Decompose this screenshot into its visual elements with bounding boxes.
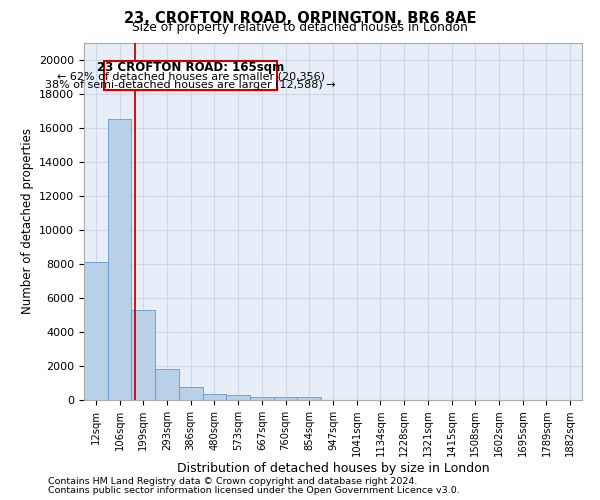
Bar [226, 396, 250, 400]
Text: ← 62% of detached houses are smaller (20,356): ← 62% of detached houses are smaller (20… [57, 72, 325, 82]
Text: 23, CROFTON ROAD, ORPINGTON, BR6 8AE: 23, CROFTON ROAD, ORPINGTON, BR6 8AE [124, 11, 476, 26]
Bar [84, 262, 108, 400]
Bar [298, 397, 321, 400]
Y-axis label: Number of detached properties: Number of detached properties [20, 128, 34, 314]
Text: Size of property relative to detached houses in London: Size of property relative to detached ho… [132, 21, 468, 34]
Bar [131, 310, 155, 400]
Bar [274, 397, 298, 400]
Bar [108, 119, 131, 400]
Bar [203, 394, 226, 400]
FancyBboxPatch shape [104, 61, 277, 90]
Bar [179, 387, 203, 400]
Bar [250, 396, 274, 400]
Bar [155, 368, 179, 400]
Text: Contains HM Land Registry data © Crown copyright and database right 2024.: Contains HM Land Registry data © Crown c… [48, 477, 418, 486]
X-axis label: Distribution of detached houses by size in London: Distribution of detached houses by size … [176, 462, 490, 475]
Text: Contains public sector information licensed under the Open Government Licence v3: Contains public sector information licen… [48, 486, 460, 495]
Text: 23 CROFTON ROAD: 165sqm: 23 CROFTON ROAD: 165sqm [97, 61, 284, 74]
Text: 38% of semi-detached houses are larger (12,588) →: 38% of semi-detached houses are larger (… [46, 80, 336, 90]
